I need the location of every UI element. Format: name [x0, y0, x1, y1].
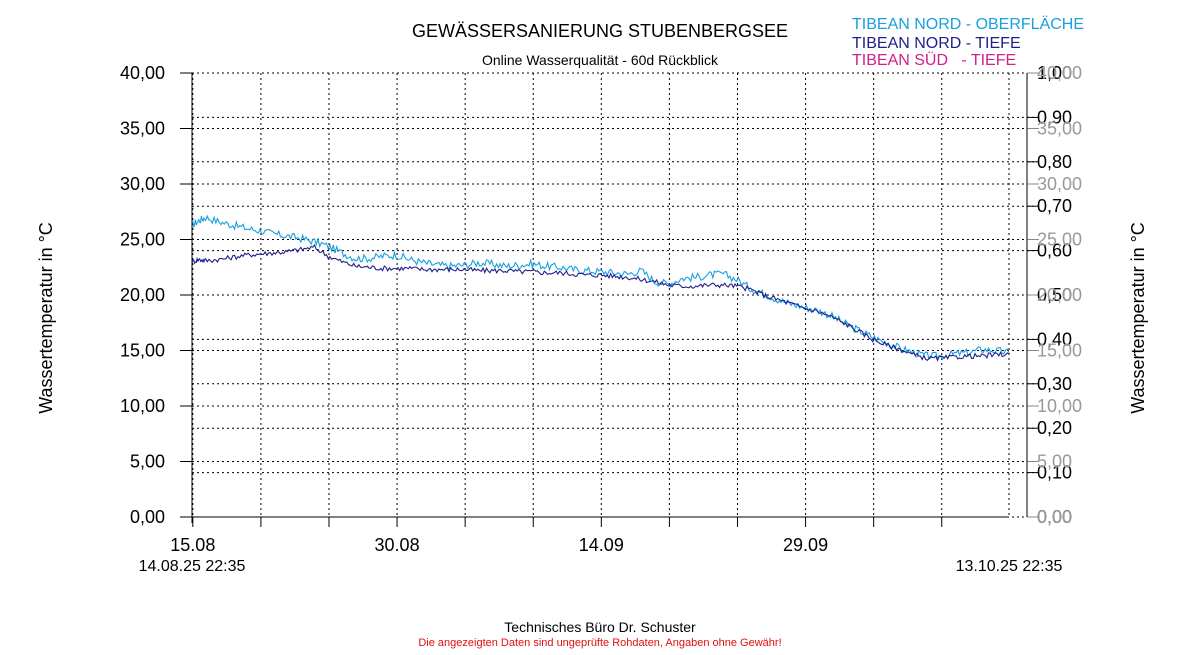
x-tick-label: 30.08 [375, 535, 420, 555]
grid-lines [192, 72, 1035, 518]
y-tick-label-right-secondary: 0,20 [1037, 418, 1072, 438]
y-tick-label-right-secondary: 0,70 [1037, 196, 1072, 216]
y-tick-label-right-secondary: 0,50 [1037, 285, 1072, 305]
series-line-1 [191, 214, 1010, 360]
y-tick-label-left: 20,00 [120, 285, 165, 305]
y-tick-label-right-secondary: 0,90 [1037, 107, 1072, 127]
footer-disclaimer: Die angezeigten Daten sind ungeprüfte Ro… [418, 637, 781, 649]
footer-company: Technisches Büro Dr. Schuster [504, 619, 696, 635]
y-tick-label-right-temp: 20,00 [1037, 285, 1082, 305]
y-tick-label-right-temp: 10,00 [1037, 396, 1082, 416]
y-tick-label-left: 40,00 [120, 63, 165, 83]
y-tick-label-left: 5,00 [130, 452, 165, 472]
y-tick-label-right-temp: 35,00 [1037, 119, 1082, 139]
y-tick-label-right-secondary: 0,40 [1037, 329, 1072, 349]
y-tick-label-right-temp: 25,00 [1037, 230, 1082, 250]
axes [180, 72, 1039, 527]
y-tick-label-right-temp: 5,00 [1037, 452, 1072, 472]
y-tick-label-right-temp: 0,00 [1037, 507, 1072, 527]
x-tick-label: 15.08 [170, 535, 215, 555]
x-tick-label: 14.09 [579, 535, 624, 555]
y-axis-label-left: Wassertemperatur in °C [36, 222, 56, 414]
y-tick-label-left: 10,00 [120, 396, 165, 416]
y-tick-label-left: 0,00 [130, 507, 165, 527]
legend-entry-3: TIBEAN SÜD - TIEFE [852, 51, 1016, 69]
chart-title: GEWÄSSERSANIERUNG STUBENBERGSEE [412, 21, 788, 41]
y-tick-label-left: 30,00 [120, 174, 165, 194]
y-tick-label-right-secondary: 1,00 [1037, 63, 1072, 83]
series-lines [191, 214, 1010, 362]
y-axis-label-right: Wassertemperatur in °C [1128, 222, 1148, 414]
legend-entry-1: TIBEAN NORD - OBERFLÄCHE [852, 15, 1084, 33]
y-tick-label-right-secondary: 0,30 [1037, 374, 1072, 394]
x-start-datetime: 14.08.25 22:35 [139, 558, 246, 575]
x-end-datetime: 13.10.25 22:35 [956, 558, 1063, 575]
y-tick-label-right-secondary: 0,60 [1037, 241, 1072, 261]
chart-subtitle: Online Wasserqualität - 60d Rückblick [482, 52, 719, 68]
y-tick-label-left: 35,00 [120, 119, 165, 139]
y-tick-label-right-temp: 30,00 [1037, 174, 1082, 194]
x-tick-label: 29.09 [783, 535, 828, 555]
tick-labels: 0,00 5,00 10,00 15,00 20,00 25,00 30,00 35,00 40… [120, 63, 1082, 555]
y-tick-label-right-temp: 15,00 [1037, 341, 1082, 361]
series-line-2 [191, 243, 1010, 362]
y-tick-label-right-temp: 40,00 [1037, 63, 1082, 83]
y-tick-label-right-secondary: 0,00 [1037, 507, 1072, 527]
y-tick-label-right-secondary: 0,10 [1037, 463, 1072, 483]
y-tick-label-left: 25,00 [120, 230, 165, 250]
legend-entry-2: TIBEAN NORD - TIEFE [852, 35, 1021, 52]
y-tick-label-right-secondary: 0,80 [1037, 152, 1072, 172]
y-tick-label-left: 15,00 [120, 341, 165, 361]
